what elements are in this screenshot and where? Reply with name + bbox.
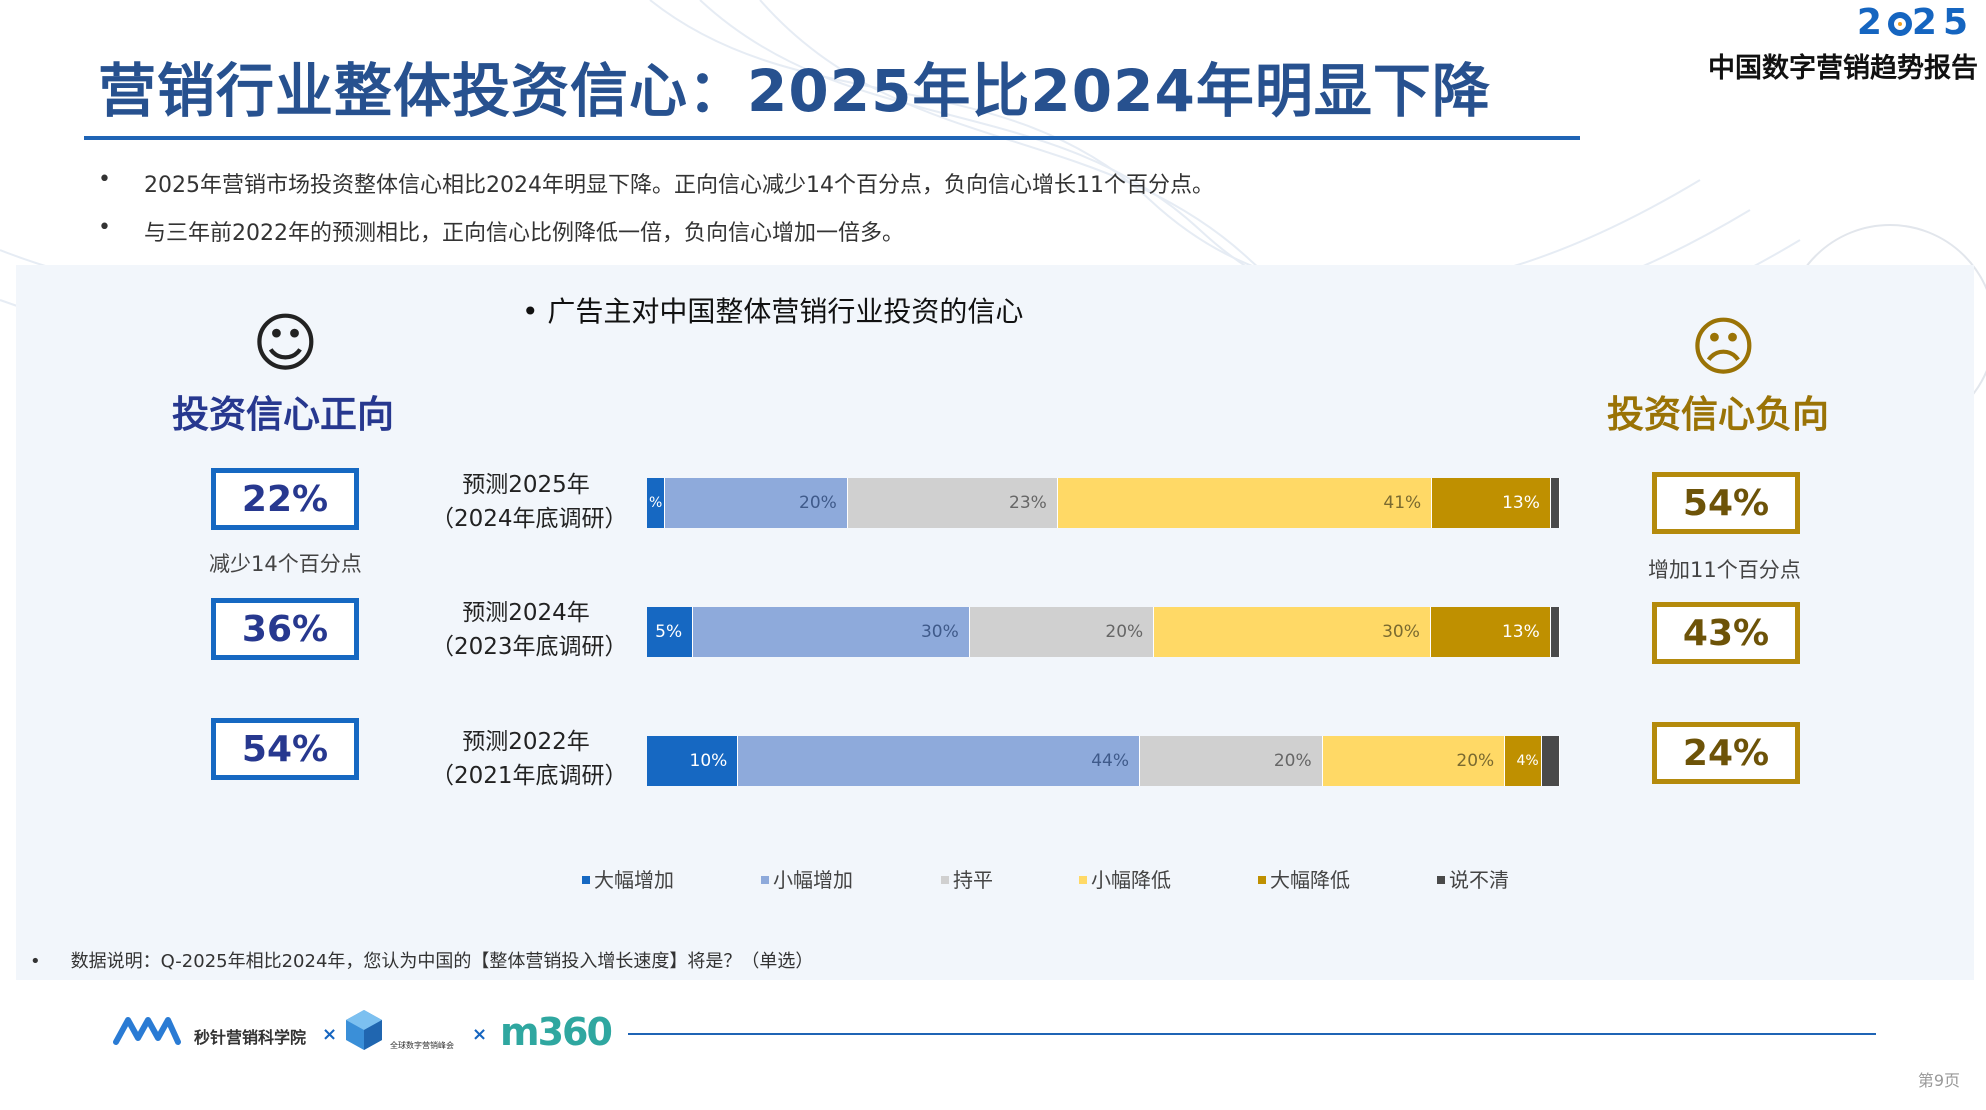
brand-year-2025: 2 25 [1856, 2, 1974, 43]
negative-value-2022: 24% [1652, 722, 1800, 784]
footnote-dot: • [30, 951, 41, 972]
bar-segment-large-increase: 5% [647, 607, 694, 657]
frown-icon: ☹ [1690, 311, 1757, 385]
logo-separator: × [322, 1024, 338, 1045]
page-title: 营销行业整体投资信心：2025年比2024年明显下降 [98, 57, 1491, 125]
legend-label: 大幅增加 [594, 868, 674, 892]
bar-segment-large-decrease: 13% [1432, 478, 1551, 528]
bar-segment-large-decrease: 13% [1430, 607, 1551, 657]
bar-segment-small-decrease: 41% [1057, 478, 1433, 528]
bullet-text: 与三年前2022年的预测相比，正向信心比例降低一倍，负向信心增加一倍多。 [144, 221, 904, 246]
negative-title: 投资信心负向 [1607, 393, 1829, 436]
legend-label: 大幅降低 [1270, 868, 1350, 892]
smile-icon: ☺ [252, 307, 319, 381]
m360-logo: m360 [500, 1010, 613, 1054]
legend-label: 小幅增加 [773, 868, 853, 892]
positive-title: 投资信心正向 [172, 393, 394, 436]
bar-segment-small-decrease: 30% [1154, 607, 1431, 657]
gdms-cube-icon [346, 1010, 382, 1050]
chart-title: • 广告主对中国整体营销行业投资的信心 [522, 295, 1024, 328]
row-label-2022: 预测2022年 （2021年底调研） [431, 725, 628, 793]
positive-value-2022: 54% [211, 718, 359, 780]
legend-item-large-increase: 大幅增加 [582, 864, 674, 893]
bullet-text: 2025年营销市场投资整体信心相比2024年明显下降。正向信心减少14个百分点，… [144, 173, 1214, 198]
gdms-logo-text: 全球数字营销峰会 [390, 1041, 454, 1050]
negative-value-2024: 43% [1652, 602, 1800, 664]
page-number: 第9页 [1917, 1071, 1960, 1090]
row-label-line2: （2024年底调研） [431, 506, 628, 532]
legend-label: 持平 [953, 868, 993, 892]
bar-segment-unsure [1541, 736, 1560, 786]
positive-value-2025: 22% [211, 468, 359, 530]
legend-item-flat: 持平 [941, 864, 993, 893]
footnote-text: 数据说明：Q-2025年相比2024年，您认为中国的【整体营销投入增长速度】将是… [70, 951, 814, 972]
brand-subtitle: 中国数字营销趋势报告 [1708, 53, 1978, 84]
bullet-dot: • [98, 215, 111, 240]
legend-label: 说不清 [1449, 868, 1509, 892]
bar-segment-flat: 23% [847, 478, 1058, 528]
bar-row-2025: % 20% 23% 41% 13% [647, 478, 1560, 528]
legend-item-small-increase: 小幅增加 [761, 864, 853, 893]
positive-change-note: 减少14个百分点 [209, 552, 362, 576]
row-label-line1: 预测2024年 [462, 600, 590, 626]
legend-swatch [761, 876, 769, 884]
bar-segment-small-increase: 20% [665, 478, 848, 528]
bar-segment-large-increase: % [647, 478, 666, 528]
bar-segment-small-increase: 44% [738, 736, 1141, 786]
bar-row-2024: 5% 30% 20% 30% 13% [647, 607, 1560, 657]
legend-swatch [1437, 876, 1445, 884]
row-label-line2: （2023年底调研） [431, 634, 628, 660]
row-label-2025: 预测2025年 （2024年底调研） [431, 468, 628, 536]
negative-value-2025: 54% [1652, 472, 1800, 534]
legend-swatch [1258, 876, 1266, 884]
bar-segment-flat: 20% [1140, 736, 1323, 786]
row-label-2024: 预测2024年 （2023年底调研） [431, 596, 628, 664]
bar-segment-unsure [1550, 478, 1560, 528]
bar-segment-large-decrease: 4% [1505, 736, 1542, 786]
legend-item-large-decrease: 大幅降低 [1258, 864, 1350, 893]
data-note: • 数据说明：Q-2025年相比2024年，您认为中国的【整体营销投入增长速度】将… [30, 947, 813, 973]
legend-swatch [1079, 876, 1087, 884]
miaozhen-logo-text: 秒针营销科学院 [194, 1028, 307, 1047]
legend-item-small-decrease: 小幅降低 [1079, 864, 1171, 893]
bullet-dot: • [98, 167, 111, 192]
bar-segment-flat: 20% [969, 607, 1155, 657]
legend-item-unsure: 说不清 [1437, 864, 1509, 893]
row-label-line1: 预测2022年 [462, 729, 590, 755]
bar-row-2022: 10% 44% 20% 20% 4% [647, 736, 1560, 786]
row-label-line1: 预测2025年 [462, 472, 590, 498]
bar-segment-small-decrease: 20% [1322, 736, 1506, 786]
miaozhen-logo-icon [113, 1017, 181, 1045]
bar-segment-large-increase: 10% [647, 736, 739, 786]
footer-divider [628, 1033, 1876, 1035]
negative-change-note: 增加11个百分点 [1648, 558, 1801, 582]
bar-segment-unsure [1550, 607, 1560, 657]
bar-segment-small-increase: 30% [693, 607, 970, 657]
logo-separator: × [472, 1024, 488, 1045]
brand-year-zero-icon [1887, 12, 1912, 36]
row-label-line2: （2021年底调研） [431, 763, 628, 789]
positive-value-2024: 36% [211, 598, 359, 660]
legend-label: 小幅降低 [1091, 868, 1171, 892]
legend-swatch [582, 876, 590, 884]
legend-swatch [941, 876, 949, 884]
title-divider [84, 136, 1580, 140]
